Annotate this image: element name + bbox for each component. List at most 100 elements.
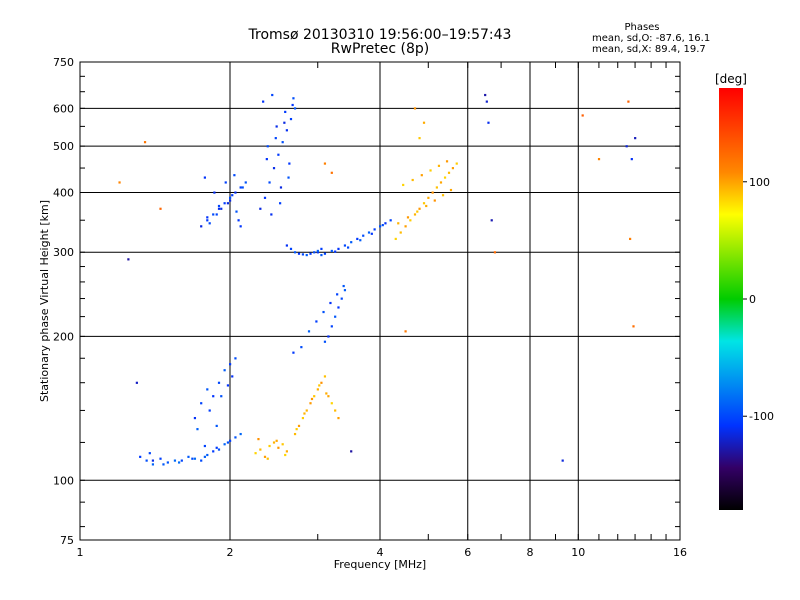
data-point xyxy=(337,306,340,309)
grid-lines xyxy=(80,62,681,540)
data-point xyxy=(305,409,308,412)
data-point xyxy=(451,167,455,170)
y-axis-label: Stationary phase Virtual Height [km] xyxy=(38,200,51,402)
data-points xyxy=(118,93,637,466)
data-point xyxy=(323,375,327,378)
data-point xyxy=(203,176,206,179)
x-tick-label: 1 xyxy=(77,546,84,559)
data-point xyxy=(418,207,421,210)
data-point xyxy=(237,219,240,222)
data-point xyxy=(318,384,321,387)
data-point xyxy=(437,164,441,167)
data-point xyxy=(271,93,274,97)
data-point xyxy=(215,424,218,428)
data-point xyxy=(263,455,267,458)
data-point xyxy=(239,225,242,228)
data-point xyxy=(275,125,278,128)
data-point xyxy=(327,335,330,338)
data-point xyxy=(337,416,340,420)
data-point xyxy=(409,219,412,222)
data-point xyxy=(418,137,421,140)
data-point xyxy=(235,210,238,213)
data-point xyxy=(493,251,497,254)
data-point xyxy=(285,129,288,132)
data-point xyxy=(330,402,333,405)
data-point xyxy=(485,100,488,103)
data-point xyxy=(329,301,332,305)
axis-labels: 1 2 4 6 8 10 16 75 100 200 300 400 500 600 750 Frequenc… xyxy=(38,56,687,571)
data-point xyxy=(151,463,155,466)
data-point xyxy=(292,351,295,354)
data-point xyxy=(162,463,165,466)
data-point xyxy=(215,446,218,449)
data-point xyxy=(404,225,407,228)
data-point xyxy=(257,437,260,441)
data-point xyxy=(340,297,343,300)
data-point xyxy=(229,196,232,199)
data-point xyxy=(316,388,319,391)
data-point xyxy=(411,178,414,182)
data-point xyxy=(148,452,151,455)
data-point xyxy=(627,100,630,103)
x-tick-label: 16 xyxy=(673,546,687,559)
data-point xyxy=(362,234,365,237)
y-tick-label: 400 xyxy=(53,186,74,199)
y-tick-label: 200 xyxy=(53,330,74,343)
data-point xyxy=(370,232,373,235)
data-point xyxy=(196,428,199,431)
data-point xyxy=(263,196,267,199)
data-point xyxy=(320,254,323,257)
data-point xyxy=(293,432,297,436)
data-point xyxy=(226,202,230,205)
data-point xyxy=(223,443,226,446)
phase-heading: Phases xyxy=(624,22,660,33)
data-point xyxy=(343,244,347,247)
data-point xyxy=(288,162,291,165)
data-point xyxy=(234,191,237,194)
data-point xyxy=(320,247,323,250)
data-point xyxy=(425,204,428,208)
data-point xyxy=(127,258,130,261)
data-point xyxy=(281,443,284,446)
data-point xyxy=(229,199,232,202)
data-point xyxy=(435,186,438,189)
data-point xyxy=(422,202,426,205)
data-point xyxy=(301,253,305,256)
data-point xyxy=(118,181,121,184)
data-point xyxy=(320,381,323,384)
data-point xyxy=(323,162,327,165)
y-tick-label: 75 xyxy=(60,534,74,547)
x-tick-label: 6 xyxy=(464,546,471,559)
axis-ticks xyxy=(79,61,681,540)
colorbar-gradient xyxy=(719,88,743,510)
data-point xyxy=(285,450,288,453)
data-point xyxy=(581,114,584,117)
data-point xyxy=(634,137,637,140)
data-point xyxy=(203,444,206,448)
data-point xyxy=(416,210,419,213)
data-point xyxy=(445,160,449,163)
phase-stats-x: mean, sd,X: 89.4, 19.7 xyxy=(592,44,706,55)
data-point xyxy=(143,141,147,144)
data-point xyxy=(254,452,257,455)
data-point xyxy=(297,424,301,428)
data-point xyxy=(274,137,277,140)
data-point xyxy=(420,174,423,177)
data-point xyxy=(193,457,197,460)
data-point xyxy=(447,171,451,174)
data-point xyxy=(284,110,287,114)
data-point xyxy=(632,325,635,328)
data-point xyxy=(191,457,194,460)
data-point xyxy=(217,448,221,451)
data-point xyxy=(272,167,276,170)
data-point xyxy=(241,186,244,189)
data-point xyxy=(487,121,490,124)
data-point xyxy=(272,441,276,444)
y-tick-label: 600 xyxy=(53,102,74,115)
data-point xyxy=(325,392,328,395)
data-point xyxy=(356,237,359,241)
data-point xyxy=(266,145,269,148)
data-point xyxy=(337,247,340,250)
data-point xyxy=(285,244,288,247)
